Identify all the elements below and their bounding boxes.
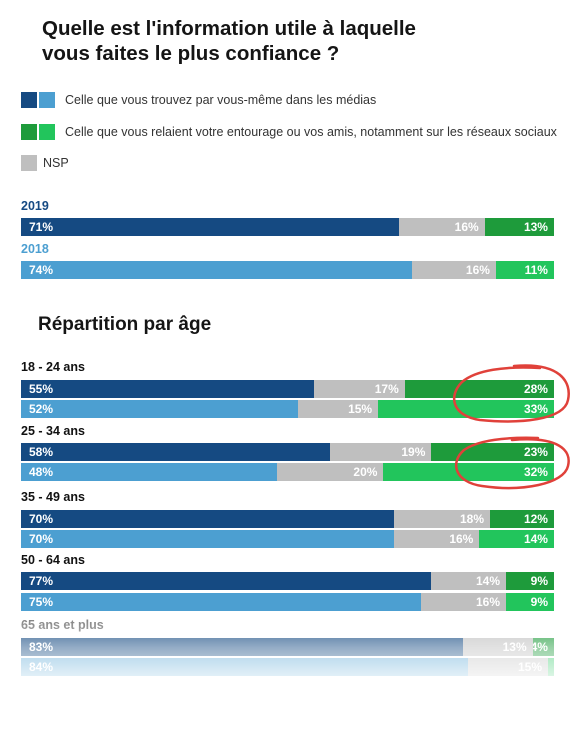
legend-swatch-entourage-dark <box>21 124 37 140</box>
segment-entourage: 33% <box>378 400 554 418</box>
segment-entourage: 14% <box>479 530 554 548</box>
title-line-2: vous faites le plus confiance ? <box>42 42 340 65</box>
segment-entourage: 1% <box>548 658 554 676</box>
age-group-label-18-24-ans: 18 - 24 ans <box>21 360 85 374</box>
segment-nsp: 14% <box>431 572 507 590</box>
age-group-label-25-34-ans: 25 - 34 ans <box>21 424 85 438</box>
legend-item-media: Celle que vous trouvez par vous-même dan… <box>21 92 376 108</box>
segment-nsp: 15% <box>298 400 379 418</box>
segment-nsp: 17% <box>314 380 405 398</box>
segment-nsp: 16% <box>411 261 496 279</box>
segment-nsp: 19% <box>330 443 432 461</box>
segment-nsp: 20% <box>276 463 384 481</box>
segment-media: 75% <box>21 593 421 611</box>
bar-65-ans-et-plus-2018: 84%15%1% <box>21 658 554 676</box>
segment-media: 55% <box>21 380 315 398</box>
segment-nsp: 18% <box>394 510 491 528</box>
legend-label-media: Celle que vous trouvez par vous-même dan… <box>65 93 377 107</box>
age-group-label-35-49-ans: 35 - 49 ans <box>21 490 85 504</box>
segment-entourage: 23% <box>431 443 554 461</box>
bar-65-ans-et-plus-2019: 83% 13% 4% <box>21 638 554 656</box>
segment-entourage: 13% <box>484 218 554 236</box>
legend-swatch-media-dark <box>21 92 37 108</box>
segment-media: 77% <box>21 572 432 590</box>
legend-item-entourage: Celle que vous relaient votre entourage … <box>21 124 557 140</box>
segment-entourage: 12% <box>490 510 554 528</box>
segment-media: 74% <box>21 261 412 279</box>
bar-25-34-ans-2019: 58% 19% 23% <box>21 443 554 461</box>
chart-title: Quelle est l'information utile à laquell… <box>42 16 562 66</box>
segment-nsp: 13% <box>463 638 533 656</box>
legend-label-nsp: NSP <box>43 156 69 170</box>
age-group-label-65-ans-et-plus: 65 ans et plus <box>21 618 104 632</box>
bar-35-49-ans-2019: 70% 18% 12% <box>21 510 554 528</box>
bar-25-34-ans-2018: 48% 20% 32% <box>21 463 554 481</box>
segment-entourage: 28% <box>404 380 554 398</box>
bar-50-64-ans-2018: 75% 16% 9% <box>21 593 554 611</box>
segment-media: 58% <box>21 443 331 461</box>
bar-50-64-ans-2019: 77% 14% 9% <box>21 572 554 590</box>
segment-media: 84% <box>21 658 469 676</box>
age-group-label-50-64-ans: 50 - 64 ans <box>21 553 85 567</box>
segment-nsp: 16% <box>399 218 485 236</box>
bar-18-24-ans-2019: 55% 17% 28% <box>21 380 554 398</box>
legend-swatch-entourage-light <box>39 124 55 140</box>
year-label-2018: 2018 <box>21 242 49 256</box>
segment-nsp: 15% <box>468 658 548 676</box>
segment-media: 52% <box>21 400 299 418</box>
segment-media: 70% <box>21 530 395 548</box>
segment-entourage: 9% <box>506 572 554 590</box>
segment-entourage: 32% <box>383 463 554 481</box>
legend-label-entourage: Celle que vous relaient votre entourage … <box>65 125 557 139</box>
segment-media: 70% <box>21 510 395 528</box>
segment-nsp: 16% <box>420 593 507 611</box>
section-title-age: Répartition par âge <box>38 314 212 335</box>
year-label-2019: 2019 <box>21 199 49 213</box>
bar-overall-2019: 71% 16% 13% <box>21 218 554 236</box>
legend-swatch-nsp <box>21 155 37 171</box>
segment-nsp: 16% <box>394 530 480 548</box>
segment-entourage: 4% <box>532 638 554 656</box>
segment-media: 48% <box>21 463 277 481</box>
segment-entourage: 11% <box>495 261 554 279</box>
bar-35-49-ans-2018: 70% 16% 14% <box>21 530 554 548</box>
bar-overall-2018: 74% 16% 11% <box>21 261 554 279</box>
title-line-1: Quelle est l'information utile à laquell… <box>42 17 416 40</box>
legend-item-nsp: NSP <box>21 155 69 171</box>
segment-media: 71% <box>21 218 400 236</box>
segment-media: 83% <box>21 638 464 656</box>
bar-18-24-ans-2018: 52% 15% 33% <box>21 400 554 418</box>
legend-swatch-media-light <box>39 92 55 108</box>
segment-entourage: 9% <box>506 593 554 611</box>
